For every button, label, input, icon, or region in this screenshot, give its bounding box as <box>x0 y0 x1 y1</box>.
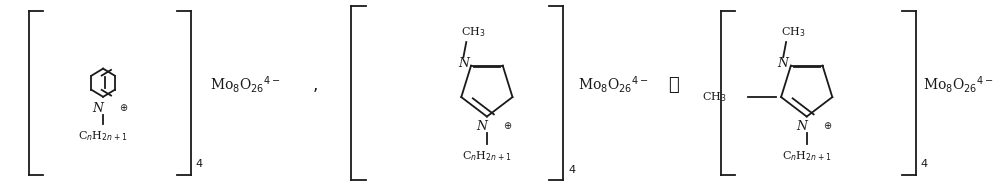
Text: C$_n$H$_{2n+1}$: C$_n$H$_{2n+1}$ <box>782 149 831 163</box>
Text: $\oplus$: $\oplus$ <box>823 120 832 131</box>
Text: Mo$_8$O$_{26}$$^{4-}$: Mo$_8$O$_{26}$$^{4-}$ <box>923 74 994 95</box>
Text: $\oplus$: $\oplus$ <box>119 102 129 113</box>
Text: 4: 4 <box>568 165 575 175</box>
Text: 4: 4 <box>920 159 927 169</box>
Text: 4: 4 <box>196 159 203 169</box>
Text: N: N <box>778 57 789 70</box>
Text: 或: 或 <box>668 76 679 94</box>
Text: CH$_3$: CH$_3$ <box>461 25 485 39</box>
Text: C$_n$H$_{2n+1}$: C$_n$H$_{2n+1}$ <box>462 149 512 163</box>
Text: CH$_3$: CH$_3$ <box>702 90 727 104</box>
Text: $\oplus$: $\oplus$ <box>503 120 513 131</box>
Text: Mo$_8$O$_{26}$$^{4-}$: Mo$_8$O$_{26}$$^{4-}$ <box>210 74 281 95</box>
Text: N: N <box>92 102 103 115</box>
Text: N: N <box>458 57 469 70</box>
Text: Mo$_8$O$_{26}$$^{4-}$: Mo$_8$O$_{26}$$^{4-}$ <box>578 74 648 95</box>
Text: N: N <box>796 120 807 133</box>
Text: C$_n$H$_{2n+1}$: C$_n$H$_{2n+1}$ <box>78 129 128 143</box>
Text: CH$_3$: CH$_3$ <box>781 25 805 39</box>
Text: ,: , <box>312 76 318 94</box>
Text: N: N <box>477 120 488 133</box>
